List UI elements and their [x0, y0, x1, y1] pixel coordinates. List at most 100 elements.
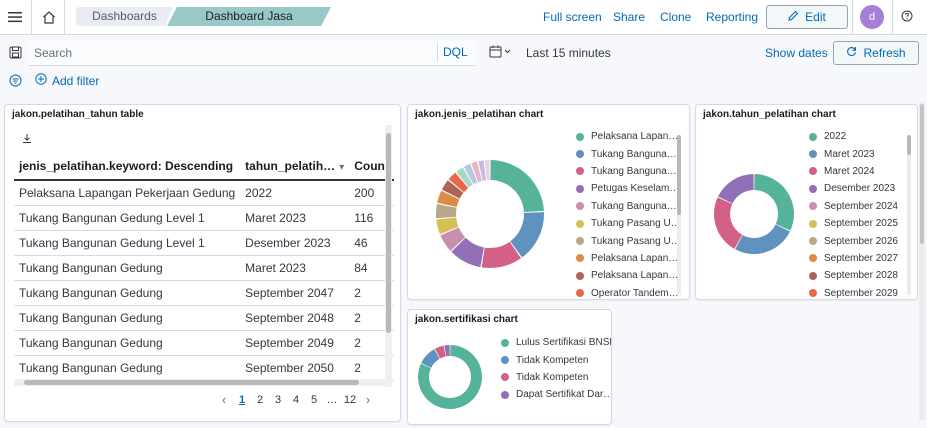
legend-item[interactable]: Maret 2024: [809, 163, 898, 180]
legend-color-dot: [576, 271, 584, 280]
legend-color-dot: [501, 356, 509, 365]
pagination-prev[interactable]: ‹: [221, 392, 227, 407]
donut-slice[interactable]: [471, 161, 482, 183]
calendar-icon[interactable]: [487, 44, 517, 60]
hamburger-icon[interactable]: [5, 8, 25, 26]
legend-item[interactable]: September 2025: [809, 215, 898, 232]
table-cell: Tukang Bangunan Gedung Level 1: [14, 230, 241, 256]
pagination-page[interactable]: 5: [310, 393, 318, 406]
dql-button[interactable]: DQL: [443, 45, 468, 59]
donut-slice[interactable]: [484, 160, 490, 181]
legend-item[interactable]: Tukang Banguna…: [576, 145, 681, 162]
column-header-jenis[interactable]: jenis_pelatihan.keyword: Descending: [14, 152, 241, 181]
legend-item[interactable]: September 2028: [809, 267, 898, 284]
donut-slice[interactable]: [481, 241, 522, 268]
donut-slice[interactable]: [421, 349, 440, 368]
time-range-value[interactable]: Last 15 minutes: [526, 46, 611, 60]
donut-slice[interactable]: [490, 160, 544, 213]
refresh-button[interactable]: Refresh: [833, 41, 919, 65]
donut-slice[interactable]: [436, 204, 457, 219]
add-filter-label: Add filter: [52, 73, 100, 88]
filter-icon[interactable]: [8, 73, 22, 87]
donut-slice[interactable]: [456, 167, 473, 188]
legend-item[interactable]: September 2027: [809, 250, 898, 267]
search-input[interactable]: [34, 41, 434, 65]
home-icon[interactable]: [40, 7, 58, 27]
donut-slice[interactable]: [510, 212, 544, 258]
legend-item[interactable]: Tukang Pasang U…: [576, 215, 681, 232]
donut-slice[interactable]: [441, 180, 464, 199]
legend-item[interactable]: Maret 2023: [809, 145, 898, 162]
legend-scrollbar[interactable]: [677, 135, 681, 295]
legend-item[interactable]: Petugas Keselam…: [576, 180, 681, 197]
show-dates-link[interactable]: Show dates: [765, 46, 828, 60]
table-horizontal-scrollbar[interactable]: [14, 379, 386, 386]
donut-slice[interactable]: [434, 345, 446, 359]
legend-item[interactable]: Tidak Kompeten: [501, 351, 611, 368]
pagination-page-current[interactable]: 1: [238, 393, 246, 406]
donut-slice[interactable]: [440, 227, 466, 251]
pagination-page[interactable]: 2: [256, 393, 264, 406]
column-header-tahun[interactable]: tahun_pelatih… ▾: [240, 152, 350, 181]
add-filter-button[interactable]: Add filter: [35, 73, 99, 88]
jenis-pelatihan-chart-panel: jakon.jenis_pelatihan chart Pelaksana La…: [407, 104, 690, 300]
header-divider: [892, 0, 893, 35]
legend-item[interactable]: Desember 2023: [809, 180, 898, 197]
pagination-page[interactable]: 4: [292, 393, 300, 406]
avatar[interactable]: d: [860, 5, 884, 29]
donut-slice[interactable]: [754, 174, 794, 231]
donut-slice[interactable]: [463, 163, 478, 185]
search-box: [28, 41, 475, 66]
legend-label: Tukang Banguna…: [591, 165, 677, 177]
legend-label: Tukang Banguna…: [591, 148, 677, 160]
legend-item[interactable]: Tidak Kompeten: [501, 369, 611, 386]
pagination-page-last[interactable]: 12: [343, 393, 357, 406]
table-cell: Tukang Bangunan Gedung: [14, 305, 241, 331]
clone-link[interactable]: Clone: [660, 10, 692, 24]
donut-slice[interactable]: [436, 217, 459, 235]
legend-item[interactable]: Tukang Banguna…: [576, 163, 681, 180]
chevron-down-icon: ▾: [339, 161, 345, 173]
table-vertical-scrollbar[interactable]: [385, 125, 392, 387]
donut-slice[interactable]: [718, 174, 754, 204]
legend-item[interactable]: Lulus Sertifikasi BNSP: [501, 334, 611, 351]
legend-item[interactable]: Tukang Pasang U…: [576, 232, 681, 249]
donut-slice[interactable]: [448, 172, 469, 193]
legend-color-dot: [576, 289, 584, 298]
donut-slice[interactable]: [444, 345, 450, 357]
legend-item[interactable]: Dapat Sertifikat Dar…: [501, 386, 611, 403]
pagination-page[interactable]: 3: [274, 393, 282, 406]
legend-item[interactable]: September 2026: [809, 232, 898, 249]
legend-item[interactable]: Pelaksana Lapan…: [576, 267, 681, 284]
donut-slice[interactable]: [451, 237, 484, 268]
panel-title: jakon.pelatihan_tahun table: [12, 109, 144, 120]
table-cell: Tukang Bangunan Gedung Level 1: [14, 205, 241, 231]
breadcrumb-dashboards[interactable]: Dashboards: [76, 7, 173, 26]
plus-icon: [35, 73, 47, 88]
download-icon[interactable]: [21, 131, 33, 145]
legend-item[interactable]: Tukang Banguna…: [576, 198, 681, 215]
tahun-pelatihan-chart-panel: jakon.tahun_pelatihan chart 2022 Maret 20…: [695, 104, 918, 300]
share-link[interactable]: Share: [613, 10, 646, 24]
donut-slice[interactable]: [714, 197, 743, 249]
donut-slice[interactable]: [437, 190, 460, 207]
legend-color-dot: [809, 271, 817, 280]
donut-slice[interactable]: [478, 160, 486, 181]
legend-color-dot: [576, 237, 584, 246]
legend-scrollbar[interactable]: [907, 135, 911, 295]
page-scrollbar[interactable]: [919, 102, 925, 420]
edit-button[interactable]: Edit: [766, 5, 848, 29]
save-icon[interactable]: [8, 45, 23, 60]
donut-slice[interactable]: [418, 345, 482, 409]
help-icon[interactable]: [900, 9, 914, 23]
legend-item[interactable]: Pelaksana Lapan…: [576, 128, 681, 145]
reporting-link[interactable]: Reporting: [706, 10, 759, 24]
legend-item[interactable]: Pelaksana Lapan…: [576, 250, 681, 267]
legend-item[interactable]: 2022: [809, 128, 898, 145]
legend-item[interactable]: September 2029: [809, 285, 898, 299]
pagination-next[interactable]: ›: [365, 392, 371, 407]
legend-item[interactable]: Operator Tandem…: [576, 285, 681, 299]
legend-item[interactable]: September 2024: [809, 198, 898, 215]
donut-slice[interactable]: [735, 224, 790, 254]
full-screen-link[interactable]: Full screen: [543, 10, 602, 24]
